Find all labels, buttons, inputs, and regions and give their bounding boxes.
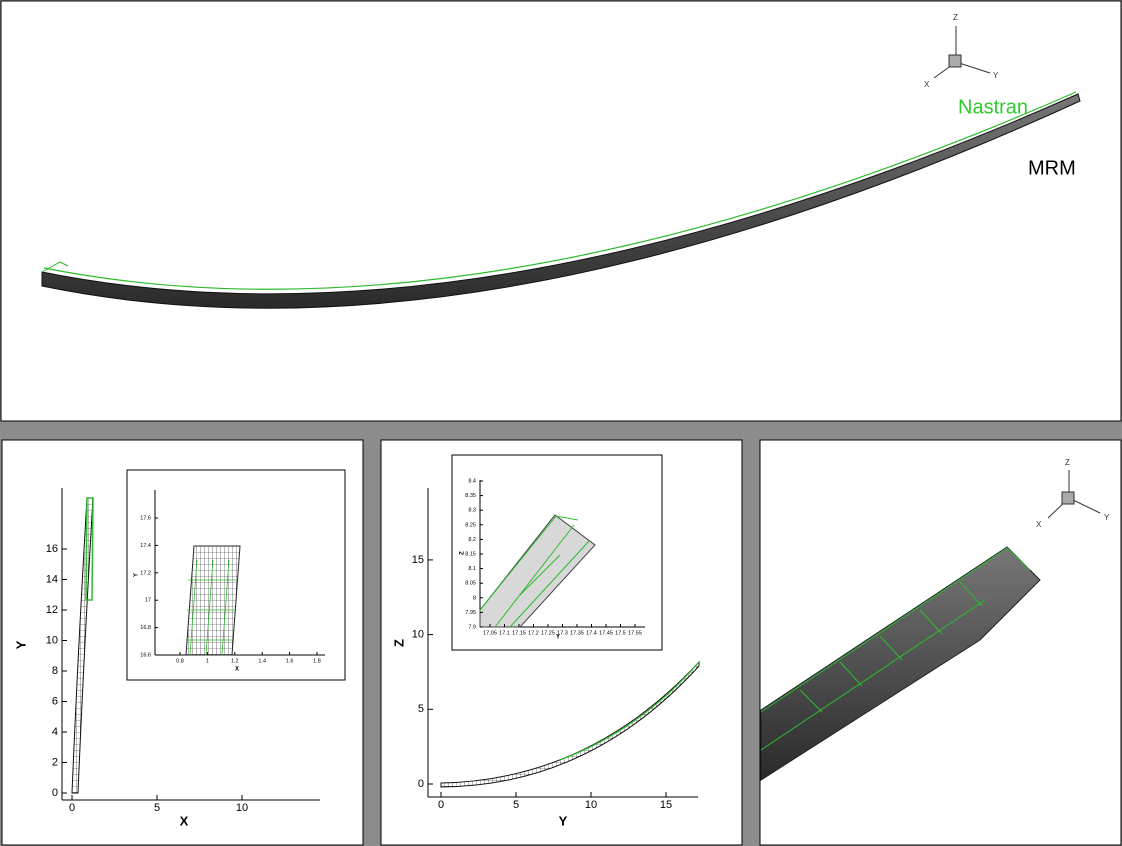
beam-mrm [41,93,1081,309]
beam-nastran [43,91,1077,290]
y-tick-label: 15 [412,554,424,566]
triad-label: X [1036,520,1042,529]
x-tick-label: 0 [438,799,444,811]
y-tick-label: 8.25 [465,522,476,528]
beam-nastran-detail [479,515,591,628]
y-tick-label: 6 [52,695,58,707]
x-tick-label: 17.15 [512,630,526,636]
y-axis-label: Y [13,640,28,649]
x-tick-label: 17.05 [483,630,497,636]
y-tick-label: 14 [46,573,58,585]
x-tick-label: 5 [154,802,160,814]
inset-x-label: X [235,667,239,673]
x-tick-label: 17.55 [628,630,642,636]
y-tick-label: 12 [46,604,58,616]
inset-y-label: Z [460,551,466,555]
x-tick-label: 1.8 [313,658,321,664]
x-tick-label: 1 [206,658,209,664]
y-tick-label: 10 [46,634,58,646]
beam-detail [479,514,596,628]
x-tick-label: 17.1 [499,630,510,636]
inset-y-label: Y [134,573,140,577]
triad-label: Y [1104,513,1110,522]
beam-nastran-detail [186,559,237,656]
y-tick-label: 5 [418,703,424,715]
x-tick-label: 0 [69,802,75,814]
beam-nastran-closeup [760,547,1031,751]
y-tick-label: 16.8 [140,625,151,631]
beam-yz [440,660,700,788]
y-axis-label: Z [391,639,406,647]
x-axis-label: Y [559,813,568,828]
triad-label: X [924,80,930,89]
y-tick-label: 8.1 [468,566,476,572]
y-tick-label: 16 [46,543,58,555]
y-tick-label: 8.4 [468,478,476,484]
x-tick-label: 17.25 [541,630,555,636]
x-tick-label: 17.2 [528,630,539,636]
x-tick-label: 0.8 [176,658,184,664]
axis-triad: Z X Y [1036,458,1110,529]
y-tick-label: 17.2 [140,570,151,576]
x-axis-label: X [180,813,189,828]
y-tick-label: 2 [52,756,58,768]
x-tick-label: 15 [660,799,672,811]
inset-x-label: Y [556,635,560,641]
top-panel [0,0,1122,422]
x-tick-label: 10 [585,799,597,811]
y-tick-label: 0 [52,787,58,799]
y-tick-label: 4 [52,726,58,738]
x-tick-label: 10 [236,802,248,814]
triad-label: Z [953,13,958,22]
x-tick-label: 1.4 [258,658,266,664]
x-tick-label: 17.5 [615,630,626,636]
y-tick-label: 0 [418,778,424,790]
y-tick-label: 8.2 [468,537,476,543]
triad-label: Z [1065,458,1070,467]
y-tick-label: 8 [473,595,476,601]
y-tick-label: 8.35 [465,493,476,499]
x-tick-label: 1.2 [231,658,239,664]
y-tick-label: 17.4 [140,543,151,549]
beam-closeup [760,546,1041,781]
triad-label: Y [993,71,999,80]
beam-detail [185,545,241,656]
x-tick-label: 17.35 [570,630,584,636]
axis-triad: Z X Y [924,13,999,89]
legend-nastran: Nastran [958,96,1028,118]
x-tick-label: 17.3 [557,630,568,636]
beam-nastran [559,661,700,761]
x-tick-label: 17.45 [599,630,613,636]
y-tick-label: 17.6 [140,515,151,521]
beam-nastran [85,497,94,601]
y-tick-label: 8.3 [468,508,476,514]
y-tick-label: 8.05 [465,581,476,587]
y-tick-label: 8 [52,665,58,677]
y-tick-label: 8.15 [465,551,476,557]
y-tick-label: 10 [412,629,424,641]
beam-end [41,261,69,273]
y-tick-label: 16.6 [140,652,151,658]
y-tick-label: 17 [145,598,151,604]
y-tick-label: 7.9 [468,624,476,630]
x-tick-label: 5 [513,799,519,811]
y-tick-label: 7.95 [465,610,476,616]
x-tick-label: 1.6 [286,658,294,664]
x-tick-label: 17.4 [586,630,597,636]
legend-mrm: MRM [1028,157,1076,179]
